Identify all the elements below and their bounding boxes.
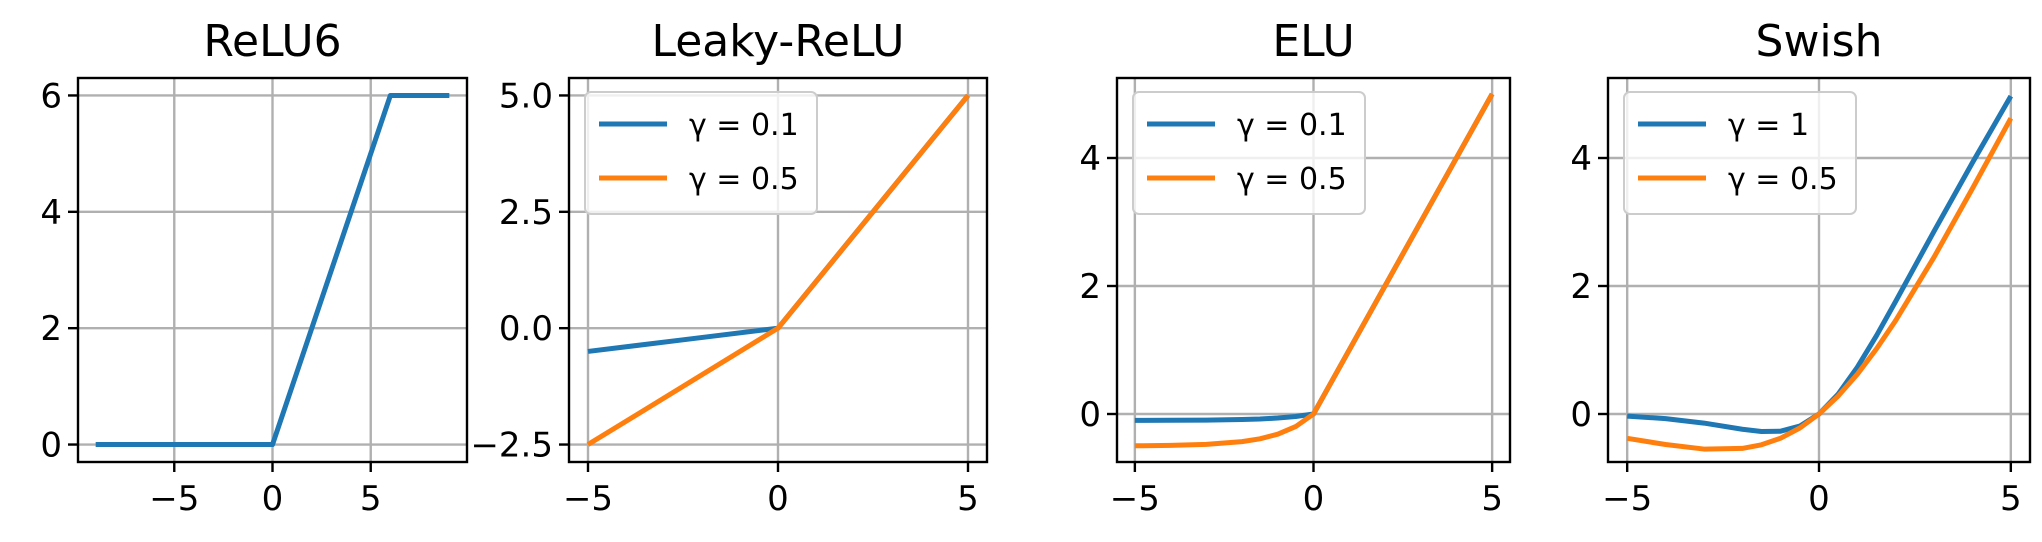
y-tick-label: 4 xyxy=(1570,139,1592,179)
y-tick-label: 5.0 xyxy=(499,76,553,116)
x-tick-label: −5 xyxy=(149,479,199,519)
chart-title: Leaky-ReLU xyxy=(651,16,904,67)
x-tick-label: 5 xyxy=(1481,479,1503,519)
legend-entry-2: γ = 0.5 xyxy=(689,162,799,197)
legend: γ = 0.1 γ = 0.5 xyxy=(1132,91,1366,215)
x-tick-label: 5 xyxy=(957,479,979,519)
series-group xyxy=(1626,94,2014,452)
y-tick-label: 0 xyxy=(1570,395,1592,435)
chart-panel-4: Swish −5 0 5 0 2 4 γ = 1 γ = 0.5 xyxy=(1570,16,2032,519)
y-tick-label: 4 xyxy=(1079,139,1101,179)
gridlines xyxy=(78,78,467,462)
x-tick-label: −5 xyxy=(563,479,613,519)
x-tick-label: −5 xyxy=(1602,479,1652,519)
x-tick-label: 5 xyxy=(360,479,382,519)
chart-panels: ReLU6 −5 0 5 0 2 4 6 Leaky-ReLU −5 0 5 −2.5 0.0 2.5 5.0… xyxy=(40,16,2032,519)
legend-entry-1: γ = 0.1 xyxy=(689,108,799,143)
y-tick-label: 6 xyxy=(40,76,62,116)
series-line-2 xyxy=(1134,92,1495,449)
x-tick-label: −5 xyxy=(1110,479,1160,519)
x-tick-label: 5 xyxy=(2000,479,2022,519)
y-tick-label: 0.0 xyxy=(499,309,553,349)
series-group xyxy=(95,92,450,448)
y-tick-label: 2 xyxy=(1079,267,1101,307)
y-tick-label: 2 xyxy=(40,309,62,349)
y-tick-label: 0 xyxy=(40,426,62,466)
legend-entry-1: γ = 0.1 xyxy=(1237,108,1347,143)
series-line-2 xyxy=(1626,117,2014,452)
x-tick-label: 0 xyxy=(1303,479,1325,519)
y-tick-label: −2.5 xyxy=(470,426,553,466)
series-line-1 xyxy=(95,92,450,448)
chart-title: ReLU6 xyxy=(203,16,341,67)
x-tick-label: 0 xyxy=(767,479,789,519)
y-tick-label: 2.5 xyxy=(499,193,553,233)
y-tick-label: 2 xyxy=(1570,267,1592,307)
x-tick-label: 0 xyxy=(1808,479,1830,519)
x-tick-label: 0 xyxy=(262,479,284,519)
series-line-2 xyxy=(586,93,970,447)
legend-entry-2: γ = 0.5 xyxy=(1237,162,1347,197)
chart-panel-2: Leaky-ReLU−5 0 5−2.50.02.55.0γ = 0.1γ = 0.… xyxy=(470,16,989,519)
series-group xyxy=(586,93,970,447)
y-tick-label: 0 xyxy=(1079,395,1101,435)
legend-entry-1: γ = 1 xyxy=(1728,108,1809,143)
legend: γ = 1 γ = 0.5 xyxy=(1623,91,1857,215)
chart-title: ELU xyxy=(1272,16,1354,67)
series-group xyxy=(1134,92,1495,449)
chart-panel-1: ReLU6 −5 0 5 0 2 4 6 xyxy=(40,16,469,519)
legend: γ = 0.1 γ = 0.5 xyxy=(584,91,818,215)
chart-title: Swish xyxy=(1756,16,1883,67)
chart-panel-3: ELU −5 0 5 0 2 4 γ = 0.1 γ = 0.5 xyxy=(1079,16,1512,519)
y-tick-label: 4 xyxy=(40,193,62,233)
legend-entry-2: γ = 0.5 xyxy=(1728,162,1838,197)
